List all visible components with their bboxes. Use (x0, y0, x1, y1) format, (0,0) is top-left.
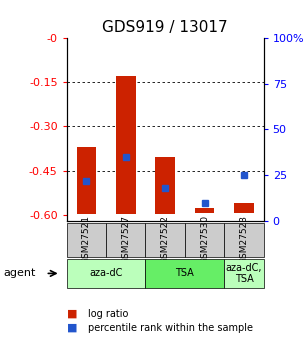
Text: ■: ■ (67, 323, 77, 333)
Title: GDS919 / 13017: GDS919 / 13017 (102, 20, 228, 36)
Bar (234, 203, 254, 214)
Bar (155, 157, 175, 214)
Text: GSM27523: GSM27523 (239, 215, 248, 264)
Bar (76, 147, 96, 214)
Text: GSM27530: GSM27530 (200, 215, 209, 264)
Text: percentile rank within the sample: percentile rank within the sample (88, 323, 253, 333)
Text: aza-dC: aza-dC (89, 268, 123, 278)
Bar (224, 259, 264, 288)
Text: GSM27521: GSM27521 (82, 215, 91, 264)
Bar (185, 223, 224, 257)
Bar (145, 259, 224, 288)
Bar (67, 259, 145, 288)
Text: GSM27522: GSM27522 (161, 215, 170, 264)
Text: GSM27527: GSM27527 (121, 215, 130, 264)
Bar (67, 223, 106, 257)
Bar (195, 208, 215, 214)
Bar (224, 223, 264, 257)
Text: aza-dC,
TSA: aza-dC, TSA (226, 263, 262, 284)
Bar (106, 223, 145, 257)
Text: agent: agent (3, 268, 35, 278)
Text: TSA: TSA (175, 268, 194, 278)
Bar (116, 76, 136, 214)
Text: ■: ■ (67, 309, 77, 319)
Bar (145, 223, 185, 257)
Text: log ratio: log ratio (88, 309, 128, 319)
